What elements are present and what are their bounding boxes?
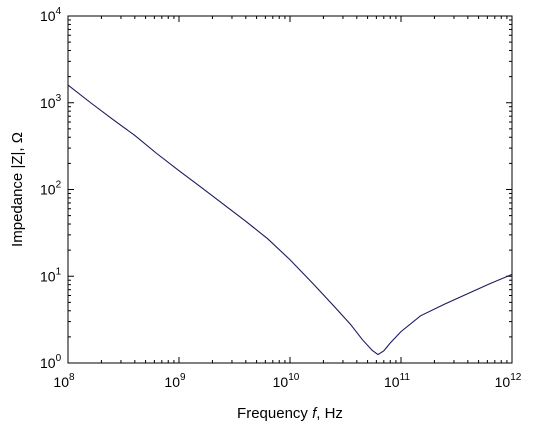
- series-line-impedance: [67, 84, 513, 356]
- x-tick-label: 1010: [273, 372, 300, 390]
- x-axis-label: Frequency f, Hz: [237, 405, 343, 422]
- y-tick-label: 104: [40, 6, 62, 24]
- y-tick-label: 101: [40, 266, 62, 284]
- x-tick-label: 109: [164, 372, 186, 390]
- tick-marks: [67, 15, 513, 364]
- x-tick-label: 108: [53, 372, 75, 390]
- y-tick-label: 103: [40, 93, 62, 111]
- x-tick-labels: 108 109 1010 1011 1012: [53, 372, 521, 390]
- y-tick-labels: 100 101 102 103 104: [40, 6, 62, 371]
- plot-frame: [67, 15, 513, 364]
- y-tick-label: 100: [40, 353, 62, 371]
- y-tick-label: 102: [40, 180, 62, 198]
- x-tick-label: 1012: [495, 372, 522, 390]
- x-tick-label: 1011: [384, 372, 410, 390]
- y-axis-label: Impedance |Z|, Ω: [9, 132, 26, 247]
